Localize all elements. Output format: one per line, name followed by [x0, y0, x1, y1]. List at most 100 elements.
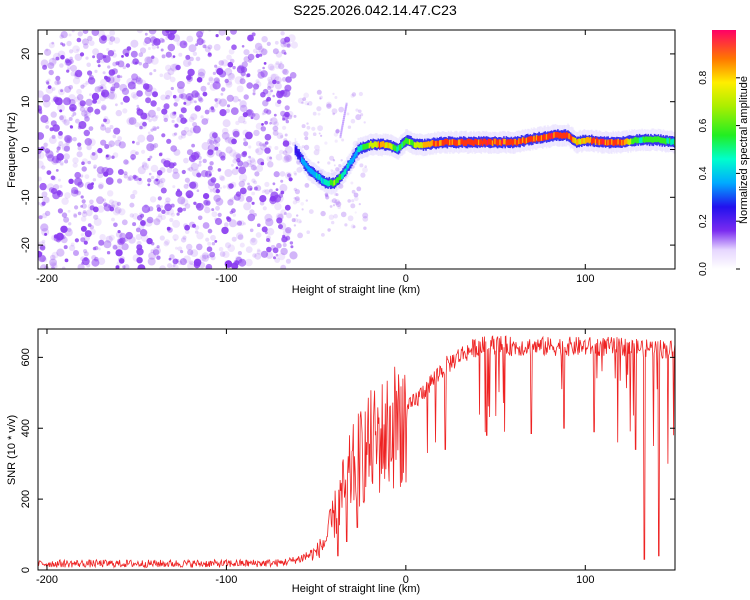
noise-speckle	[269, 65, 276, 72]
noise-speckle	[91, 255, 97, 261]
noise-speckle	[258, 47, 267, 56]
noise-speckle	[152, 249, 160, 256]
ridge-segment	[603, 139, 606, 146]
noise-speckle	[144, 32, 148, 36]
noise-speckle	[173, 238, 177, 242]
noise-speckle	[354, 196, 359, 202]
noise-speckle	[331, 220, 335, 225]
noise-speckle	[198, 160, 202, 164]
ridge-segment	[529, 136, 532, 142]
snr-x-axis: -200 -100 0 100	[36, 329, 594, 586]
ridge-segment	[478, 139, 480, 146]
ridge-segment	[510, 138, 513, 145]
noise-speckle	[358, 109, 362, 114]
noise-speckle	[86, 144, 92, 151]
noise-speckle	[173, 123, 178, 128]
noise-speckle	[170, 86, 174, 91]
noise-speckle	[148, 206, 154, 212]
ridge-segment	[340, 129, 343, 133]
noise-speckle	[239, 173, 248, 182]
ridge-segment	[550, 132, 553, 139]
noise-speckle	[92, 55, 96, 59]
noise-speckle	[289, 241, 294, 245]
noise-speckle	[146, 143, 155, 152]
noise-speckle	[47, 85, 52, 89]
noise-speckle	[113, 222, 118, 228]
noise-speckle	[235, 120, 240, 126]
ridge-segment	[342, 172, 344, 178]
noise-speckle	[79, 52, 85, 57]
ridge-segment	[646, 136, 648, 143]
noise-speckle	[276, 90, 280, 94]
ridge-segment	[444, 139, 446, 145]
noise-speckle	[170, 145, 177, 152]
noise-speckle	[212, 132, 218, 139]
ridge-segment	[427, 141, 430, 147]
noise-speckle	[60, 162, 64, 167]
noise-speckle	[218, 70, 227, 78]
noise-speckle	[245, 135, 249, 139]
noise-speckle	[270, 73, 279, 82]
noise-speckle	[101, 106, 107, 111]
noise-speckle	[226, 94, 234, 102]
noise-speckle	[317, 112, 321, 116]
noise-speckle	[189, 98, 195, 104]
noise-speckle	[278, 222, 287, 231]
noise-speckle	[191, 90, 199, 98]
noise-speckle	[147, 157, 151, 162]
noise-speckle	[105, 127, 111, 134]
ridge-segment	[386, 142, 388, 148]
noise-speckle	[196, 30, 204, 38]
noise-speckle	[257, 46, 264, 53]
noise-speckle	[256, 248, 261, 252]
noise-speckle	[165, 94, 171, 100]
ridge-segment	[327, 180, 329, 187]
noise-speckle	[136, 30, 143, 34]
noise-speckle	[247, 163, 252, 167]
noise-speckle	[64, 192, 71, 199]
noise-speckle	[159, 235, 165, 241]
noise-speckle	[224, 138, 229, 142]
noise-speckle	[101, 104, 107, 111]
noise-speckle	[226, 54, 232, 61]
noise-speckle	[150, 36, 158, 44]
ridge-segment	[640, 137, 642, 143]
noise-speckle	[253, 129, 260, 137]
noise-speckle	[218, 98, 228, 107]
noise-speckle	[283, 52, 287, 55]
noise-speckle	[221, 87, 226, 92]
noise-speckle	[213, 77, 220, 84]
ridge-segment	[424, 142, 426, 148]
ridge-segment	[598, 139, 601, 146]
noise-speckle	[42, 64, 48, 70]
noise-speckle	[172, 264, 176, 268]
noise-speckle	[346, 112, 350, 116]
noise-speckle	[80, 237, 86, 243]
noise-speckle	[156, 46, 160, 49]
noise-speckle	[172, 94, 177, 99]
noise-speckle	[179, 258, 187, 266]
noise-speckle	[194, 230, 199, 234]
noise-speckle	[144, 84, 153, 92]
noise-speckle	[232, 158, 238, 164]
noise-speckle	[161, 54, 166, 59]
noise-speckle	[161, 108, 168, 115]
noise-speckle	[105, 76, 111, 83]
noise-speckle	[242, 161, 249, 168]
noise-speckle	[148, 30, 157, 35]
noise-speckle	[236, 158, 241, 163]
noise-speckle	[314, 144, 320, 151]
noise-speckle	[213, 43, 221, 51]
noise-speckle	[103, 202, 108, 207]
ridge-segment	[421, 142, 424, 149]
ridge-segment	[299, 154, 302, 161]
ridge-segment	[380, 141, 382, 148]
noise-speckle	[129, 202, 135, 208]
noise-speckle	[260, 91, 266, 98]
noise-speckle	[63, 119, 70, 126]
noise-speckle	[317, 125, 323, 132]
ridge-segment	[309, 168, 312, 174]
ridge-segment	[322, 178, 324, 185]
ridge-segment	[294, 147, 297, 153]
noise-speckle	[113, 127, 121, 135]
